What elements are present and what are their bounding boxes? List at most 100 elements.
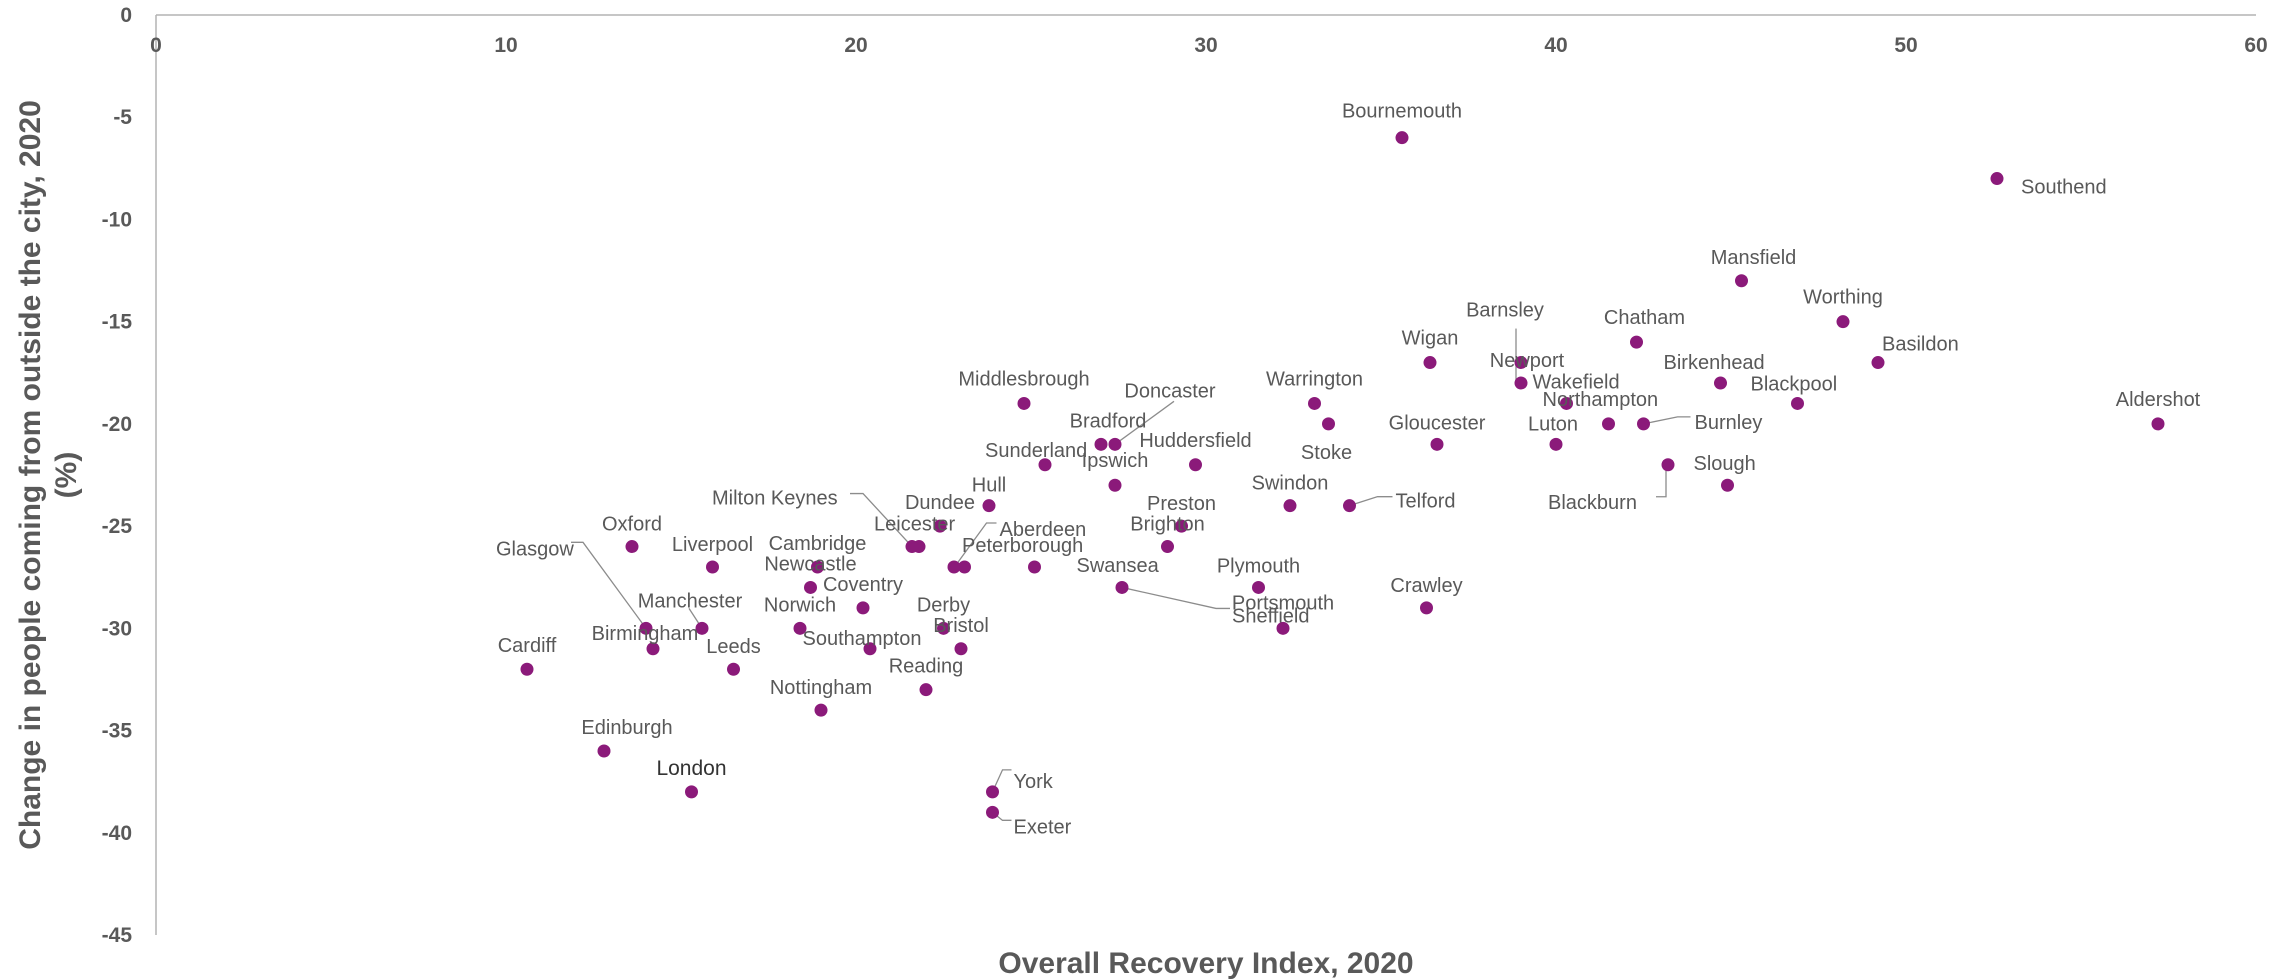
point-label: Ipswich (1082, 450, 1149, 472)
data-point (1871, 356, 1885, 370)
data-point (814, 703, 828, 717)
data-point (520, 662, 534, 676)
point-label: Doncaster (1124, 380, 1215, 402)
point-label: York (1014, 771, 1054, 793)
point-label: Brighton (1130, 514, 1205, 536)
data-point (863, 642, 877, 656)
y-tick-label: -15 (102, 311, 133, 334)
data-point (695, 621, 709, 635)
data-point (1308, 396, 1321, 410)
point-label: Leeds (706, 636, 761, 658)
point-labels: Bournemouth Southend Mansfield Worthing Chat… (496, 101, 2201, 839)
y-tick-label: -25 (102, 515, 133, 538)
data-point (1714, 376, 1727, 390)
data-point (947, 560, 961, 574)
data-point (646, 642, 660, 656)
point-label: Portsmouth (1232, 592, 1334, 614)
leader-line (1121, 586, 1230, 610)
data-point (1430, 437, 1444, 451)
point-label: Bristol (933, 615, 989, 637)
point-label: Sunderland (985, 440, 1087, 462)
point-label: Bournemouth (1342, 101, 1462, 123)
point-label: Middlesbrough (958, 368, 1089, 390)
data-points (520, 131, 2165, 819)
point-label: Birmingham (592, 623, 699, 645)
leader-line (850, 492, 913, 547)
data-point (1175, 519, 1188, 533)
data-point (1637, 417, 1650, 431)
data-point (1094, 437, 1108, 451)
data-point (1791, 396, 1804, 410)
point-label: Wakefield (1533, 371, 1620, 393)
point-label: Chatham (1604, 307, 1685, 329)
x-tick-label: 10 (494, 34, 517, 57)
data-point (937, 621, 950, 635)
point-label: Reading (889, 656, 964, 678)
data-point (986, 805, 999, 819)
data-point (1990, 172, 2004, 186)
point-label: Blackburn (1548, 492, 1637, 514)
data-point (1028, 560, 1041, 574)
data-point (1423, 356, 1437, 370)
x-tick-label: 30 (1194, 34, 1217, 57)
leader-line (1114, 400, 1175, 445)
data-point (1560, 396, 1573, 410)
data-point (1721, 478, 1734, 492)
data-point (727, 662, 740, 676)
x-tick-label: 20 (844, 34, 867, 57)
point-label: Plymouth (1217, 555, 1300, 577)
x-tick-label: 40 (1544, 34, 1567, 57)
point-label: Nottingham (770, 677, 872, 699)
point-label: Exeter (1014, 816, 1072, 838)
point-label: Milton Keynes (712, 488, 838, 510)
data-point (905, 540, 919, 554)
point-label: Luton (1528, 413, 1578, 435)
leader-line (1643, 416, 1691, 425)
data-point (856, 601, 870, 615)
point-label: Leicester (874, 514, 955, 536)
x-tick-labels: 0 10 20 30 40 50 60 (150, 34, 2268, 57)
x-tick-label: 0 (150, 34, 162, 57)
data-point (1514, 356, 1528, 370)
leader-line (1349, 496, 1393, 507)
x-tick-label: 50 (1894, 34, 1917, 57)
data-point (1514, 376, 1528, 390)
point-label: Hull (972, 475, 1006, 497)
data-point (1661, 458, 1675, 472)
data-point (1252, 580, 1265, 594)
point-label: Coventry (823, 574, 903, 596)
y-tick-label: -30 (102, 617, 132, 640)
data-point (706, 560, 719, 574)
point-label: Wigan (1402, 328, 1459, 350)
point-label: Cambridge (769, 533, 867, 555)
y-axis-title-unit: (%) (50, 452, 83, 499)
data-point (1735, 274, 1748, 288)
point-label: Southend (2021, 177, 2107, 199)
point-label: Cardiff (498, 635, 557, 657)
point-label: Southampton (803, 628, 922, 650)
x-axis-title: Overall Recovery Index, 2020 (998, 947, 1413, 980)
data-point (1395, 131, 1409, 145)
y-axis-title: Change in people coming from outside the… (14, 100, 47, 850)
point-label: Huddersfield (1139, 430, 1251, 452)
data-point (625, 540, 639, 554)
point-label: Edinburgh (581, 717, 672, 739)
point-label: Newport (1490, 350, 1565, 372)
data-point (1276, 621, 1290, 635)
x-tick-label: 60 (2244, 34, 2267, 57)
point-label: Barnsley (1466, 300, 1544, 322)
data-point (1108, 478, 1122, 492)
data-point (1836, 315, 1850, 329)
data-point (958, 560, 971, 574)
point-label: Crawley (1390, 575, 1462, 597)
data-point (1343, 499, 1356, 513)
point-label: Worthing (1803, 287, 1883, 309)
data-point (1108, 437, 1122, 451)
point-label: Liverpool (672, 534, 753, 556)
y-tick-label: -10 (102, 208, 132, 231)
point-label: Gloucester (1389, 412, 1486, 434)
point-label: Manchester (638, 590, 743, 612)
point-label: Burnley (1695, 412, 1763, 434)
point-label: Preston (1147, 493, 1216, 515)
y-tick-label: -5 (113, 106, 132, 129)
